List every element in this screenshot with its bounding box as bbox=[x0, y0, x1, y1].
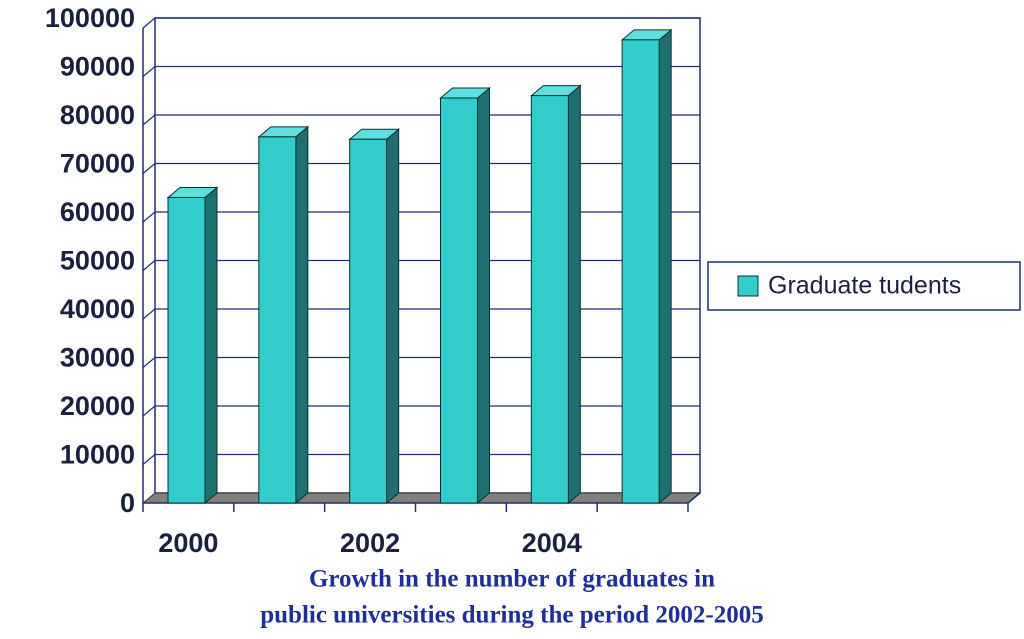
caption: public universities during the period 20… bbox=[260, 602, 764, 629]
bar bbox=[440, 97, 478, 504]
y-tick-label: 80000 bbox=[60, 100, 135, 130]
x-tick-label: 2004 bbox=[522, 528, 582, 558]
grid-line bbox=[142, 66, 156, 77]
y-tick-label: 20000 bbox=[60, 391, 135, 421]
y-tick-label: 50000 bbox=[60, 246, 135, 276]
grid-line bbox=[142, 357, 156, 368]
y-tick-label: 100000 bbox=[45, 3, 135, 33]
y-tick-label: 70000 bbox=[60, 149, 135, 179]
y-tick-label: 10000 bbox=[60, 440, 135, 470]
floor bbox=[141, 492, 702, 504]
bar bbox=[258, 136, 297, 504]
bar-side bbox=[477, 86, 490, 505]
x-tick-label: 2000 bbox=[158, 528, 218, 558]
x-tick-label: 2002 bbox=[340, 528, 400, 558]
grid-line bbox=[142, 260, 156, 271]
bar-side bbox=[295, 125, 309, 505]
grid-line bbox=[142, 17, 156, 29]
grid-line bbox=[142, 163, 156, 174]
y-tick-label: 60000 bbox=[60, 197, 135, 227]
y-tick-label: 40000 bbox=[60, 294, 135, 324]
grid-line bbox=[142, 211, 156, 223]
bar-side bbox=[567, 84, 581, 505]
caption: Growth in the number of graduates in bbox=[309, 566, 715, 593]
bar bbox=[530, 95, 569, 504]
bar bbox=[167, 196, 206, 504]
grid-line bbox=[142, 405, 156, 417]
y-tick-label: 90000 bbox=[60, 52, 135, 82]
bar bbox=[621, 39, 660, 504]
bar-side bbox=[386, 128, 400, 505]
wall-edge bbox=[687, 492, 701, 504]
legend-label: Graduate tudents bbox=[768, 272, 961, 300]
grid-line bbox=[142, 308, 156, 320]
bar-side bbox=[204, 186, 218, 505]
grid-line bbox=[142, 454, 156, 465]
legend bbox=[707, 261, 1021, 311]
grid-line bbox=[142, 114, 156, 126]
y-tick-label: 0 bbox=[120, 488, 135, 518]
legend-swatch bbox=[737, 275, 759, 297]
y-tick-label: 30000 bbox=[60, 343, 135, 373]
bar bbox=[349, 138, 388, 504]
bar-side bbox=[658, 28, 672, 505]
back-wall bbox=[154, 17, 701, 494]
